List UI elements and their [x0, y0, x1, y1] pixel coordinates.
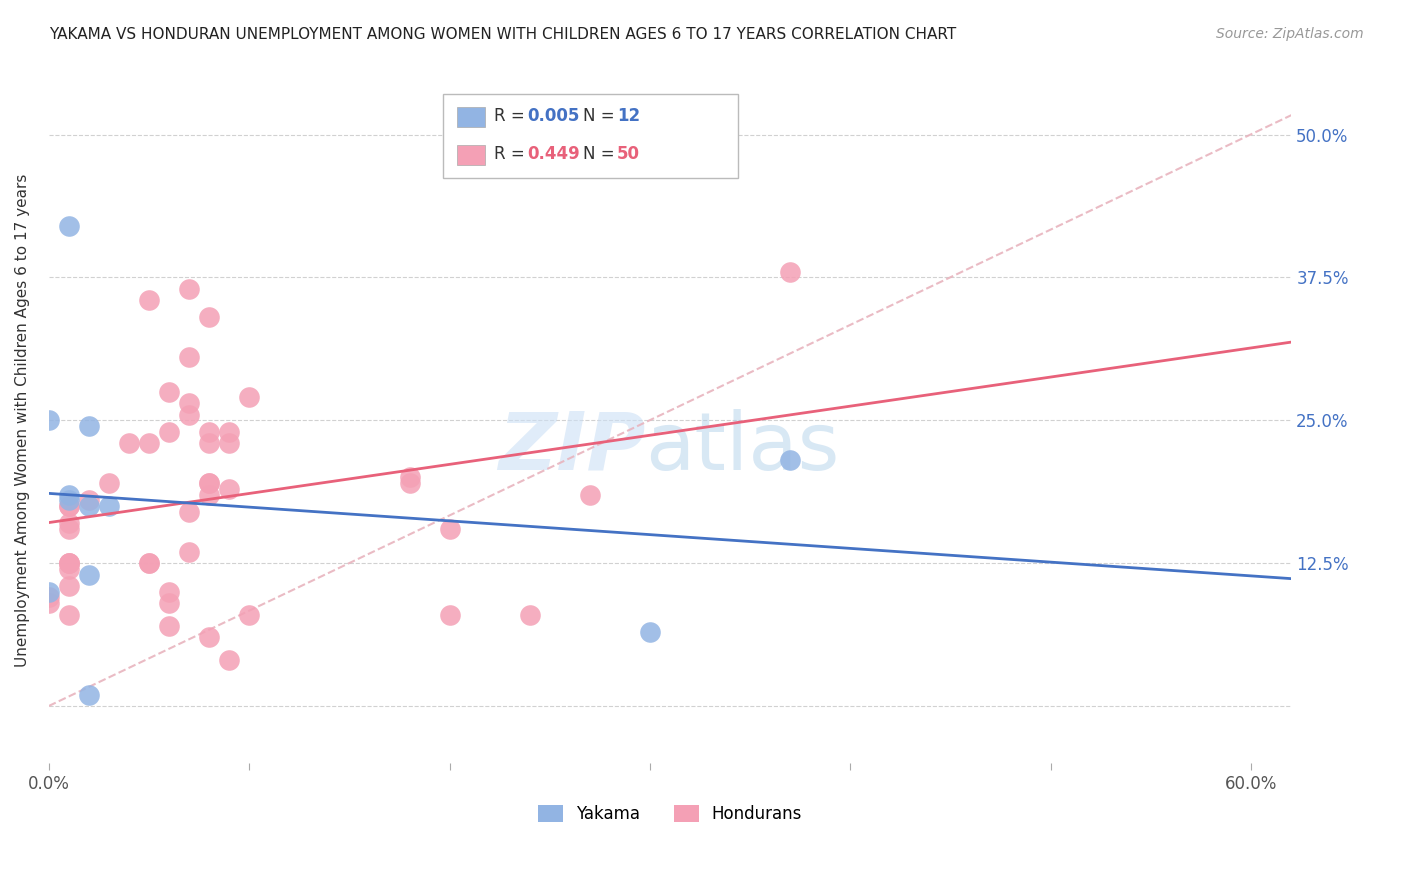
Point	[138, 556, 160, 570]
Point	[58, 522, 80, 536]
Point	[58, 499, 80, 513]
Legend: Yakama, Hondurans: Yakama, Hondurans	[538, 805, 803, 823]
Point	[58, 607, 80, 622]
Point	[198, 310, 221, 325]
Point	[97, 476, 120, 491]
Point	[177, 545, 200, 559]
Point	[198, 476, 221, 491]
Point	[177, 408, 200, 422]
Point	[439, 607, 461, 622]
Point	[58, 556, 80, 570]
Point	[38, 584, 60, 599]
Point	[118, 436, 141, 450]
Point	[157, 596, 180, 610]
Text: 12: 12	[617, 107, 640, 125]
Point	[97, 499, 120, 513]
Point	[177, 396, 200, 410]
Point	[138, 293, 160, 308]
Point	[138, 556, 160, 570]
Point	[218, 425, 240, 439]
Point	[77, 688, 100, 702]
Point	[198, 487, 221, 501]
Text: 0.005: 0.005	[527, 107, 579, 125]
Point	[157, 425, 180, 439]
Point	[218, 436, 240, 450]
Point	[238, 607, 260, 622]
Point	[157, 384, 180, 399]
Point	[779, 265, 801, 279]
Point	[398, 476, 420, 491]
Point	[58, 499, 80, 513]
Point	[218, 482, 240, 496]
Point	[157, 584, 180, 599]
Point	[198, 436, 221, 450]
Point	[58, 219, 80, 233]
Text: YAKAMA VS HONDURAN UNEMPLOYMENT AMONG WOMEN WITH CHILDREN AGES 6 TO 17 YEARS COR: YAKAMA VS HONDURAN UNEMPLOYMENT AMONG WO…	[49, 27, 956, 42]
Point	[58, 562, 80, 576]
Text: atlas: atlas	[645, 409, 839, 487]
Text: 50: 50	[617, 145, 640, 163]
Point	[638, 624, 661, 639]
Point	[77, 493, 100, 508]
Point	[58, 516, 80, 530]
Point	[177, 282, 200, 296]
Text: R =: R =	[494, 145, 530, 163]
Point	[58, 487, 80, 501]
Point	[177, 505, 200, 519]
Point	[58, 556, 80, 570]
Y-axis label: Unemployment Among Women with Children Ages 6 to 17 years: Unemployment Among Women with Children A…	[15, 174, 30, 667]
Text: N =: N =	[583, 107, 620, 125]
Text: Source: ZipAtlas.com: Source: ZipAtlas.com	[1216, 27, 1364, 41]
Point	[157, 619, 180, 633]
Point	[77, 419, 100, 434]
Point	[77, 499, 100, 513]
Point	[77, 567, 100, 582]
Point	[519, 607, 541, 622]
Point	[779, 453, 801, 467]
Point	[218, 653, 240, 667]
Point	[579, 487, 602, 501]
Point	[198, 425, 221, 439]
Text: ZIP: ZIP	[498, 409, 645, 487]
Point	[38, 596, 60, 610]
Point	[198, 476, 221, 491]
Point	[238, 391, 260, 405]
Point	[138, 436, 160, 450]
Point	[38, 413, 60, 427]
Point	[198, 631, 221, 645]
Point	[58, 493, 80, 508]
Point	[58, 579, 80, 593]
Point	[439, 522, 461, 536]
Point	[398, 470, 420, 484]
Point	[58, 556, 80, 570]
Point	[177, 351, 200, 365]
Text: 0.449: 0.449	[527, 145, 581, 163]
Text: R =: R =	[494, 107, 530, 125]
Text: N =: N =	[583, 145, 620, 163]
Point	[38, 591, 60, 605]
